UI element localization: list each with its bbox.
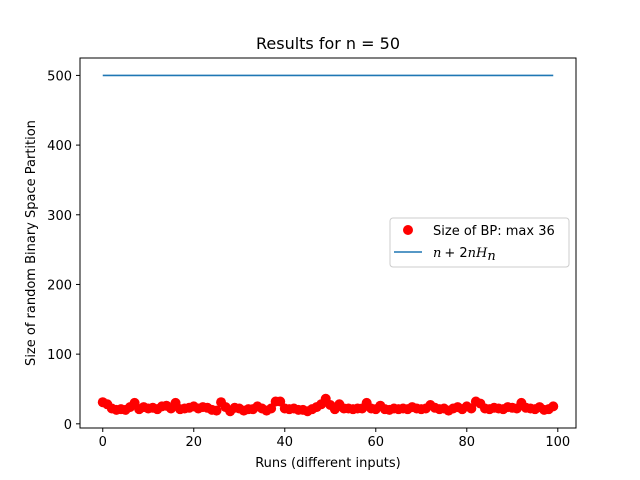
legend-marker-scatter <box>403 225 413 235</box>
x-axis-label: Runs (different inputs) <box>255 456 401 471</box>
legend-box <box>389 217 570 268</box>
y-tick-label: 200 <box>47 278 72 293</box>
y-tick-label: 500 <box>47 69 72 84</box>
legend-math-sub: n <box>487 249 495 264</box>
y-tick-label: 0 <box>64 418 72 433</box>
y-tick-label: 400 <box>47 139 72 154</box>
x-tick-label: 100 <box>545 435 570 450</box>
x-tick-label: 20 <box>185 435 202 450</box>
legend-math-n: n <box>433 246 441 261</box>
legend-math-plus: + 2 <box>444 246 467 261</box>
legend-entry-line: n + 2nHn <box>433 246 496 264</box>
scatter-point <box>211 405 222 416</box>
legend-entry-scatter: Size of BP: max 36 <box>433 224 555 239</box>
y-tick-label: 300 <box>47 209 72 224</box>
x-tick-label: 40 <box>276 435 293 450</box>
legend: Size of BP: max 36 n + 2nHn <box>389 217 570 268</box>
x-tick-label: 60 <box>368 435 385 450</box>
y-axis-label: Size of random Binary Space Partition <box>24 120 39 366</box>
legend-math-nh: nH <box>468 246 488 261</box>
plot-frame <box>79 57 577 429</box>
x-tick-label: 0 <box>99 435 107 450</box>
x-tick-label: 80 <box>459 435 476 450</box>
y-tick-label: 100 <box>47 348 72 363</box>
scatter-point <box>548 401 559 412</box>
chart-title: Results for n = 50 <box>256 34 400 53</box>
